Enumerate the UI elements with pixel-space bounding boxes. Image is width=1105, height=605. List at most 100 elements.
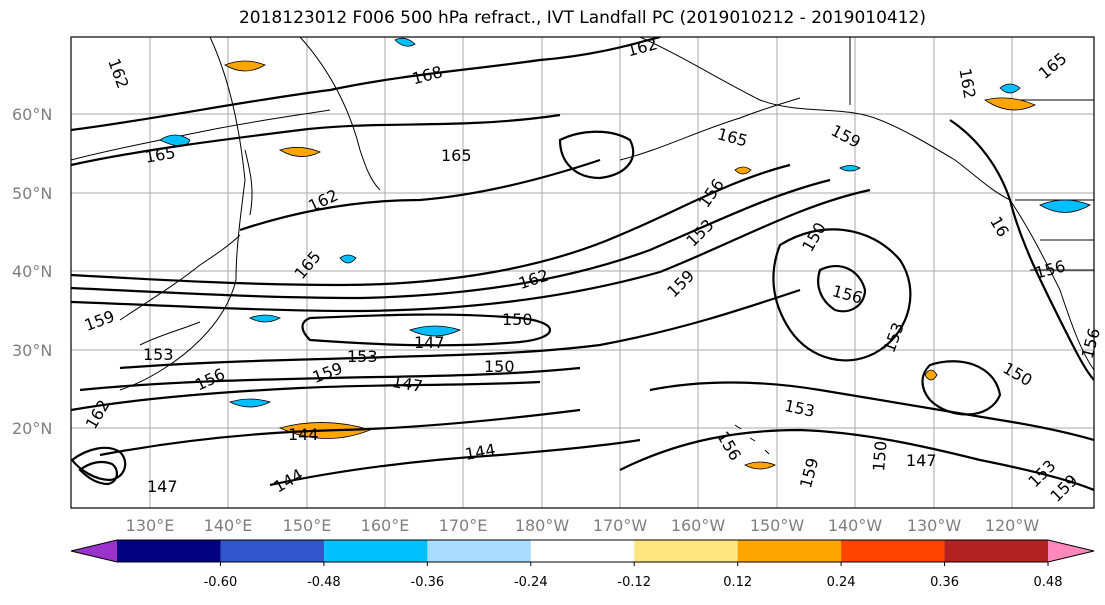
contour-line — [71, 163, 791, 287]
north-america-coast — [1009, 199, 1094, 371]
longitude-label: 150°E — [283, 516, 332, 535]
colorbar-segment — [117, 540, 221, 562]
contour-line — [817, 265, 867, 313]
contour-line — [772, 228, 912, 362]
contour-label: 153 — [347, 347, 378, 366]
latitude-label: 30°N — [12, 341, 52, 360]
shade-patch — [159, 134, 191, 147]
colorbar-tick-label: 0.48 — [1034, 575, 1063, 590]
contour-label: 147 — [147, 477, 178, 496]
shade-patch — [279, 147, 321, 157]
latitude-label: 40°N — [12, 262, 52, 281]
colorbar-tick-label: 0.12 — [723, 575, 752, 590]
longitude-label: 140°W — [828, 516, 883, 535]
contour-line — [71, 37, 661, 132]
latitude-label: 60°N — [12, 105, 52, 124]
contour-line — [269, 438, 641, 487]
contour-line — [949, 119, 1094, 381]
map-panel: 162 168 162 162 165 165 165 165 162 165 … — [70, 34, 1104, 509]
map-frame — [70, 36, 1095, 509]
latitude-labels: 60°N 50°N 40°N 30°N 20°N — [12, 105, 52, 438]
hawaii-islands — [734, 424, 770, 455]
longitude-label: 130°W — [907, 516, 962, 535]
contour-line — [619, 428, 1094, 492]
aleutian-islands — [619, 97, 801, 161]
contour-line — [558, 130, 635, 180]
colorbar-segment — [427, 540, 532, 562]
colorbar-tick-label: -0.12 — [617, 575, 651, 590]
latitude-label: 20°N — [12, 419, 52, 438]
refractivity-contours — [71, 37, 1094, 492]
longitude-label: 160°E — [361, 516, 410, 535]
colorbar-tick-label: -0.24 — [514, 575, 548, 590]
contour-line — [301, 313, 552, 347]
colorbar-tick-labels: -0.60 -0.48 -0.36 -0.24 -0.12 0.12 0.24 0.36 0.4… — [204, 562, 1063, 590]
contour-line — [71, 113, 561, 167]
shade-patch — [744, 461, 776, 470]
colorbar-segment — [530, 540, 635, 562]
contour-line — [71, 380, 541, 412]
colorbar-segment — [323, 540, 428, 562]
shade-patch — [734, 166, 752, 175]
contour-line — [79, 366, 581, 392]
colorbar-segment — [634, 540, 739, 562]
shade-patch — [999, 83, 1021, 94]
longitude-label: 140°E — [204, 516, 253, 535]
contour-line — [649, 381, 1094, 442]
shade-patch — [839, 165, 861, 172]
coastlines — [71, 37, 1094, 455]
sakhalin-coast — [244, 149, 253, 216]
colorbar-tick-label: -0.48 — [307, 575, 341, 590]
shade-patch — [224, 60, 266, 72]
siberia-coast — [71, 109, 331, 161]
shade-patch — [984, 97, 1036, 111]
contour-label: 153 — [143, 345, 174, 364]
kamchatka-coast — [299, 37, 381, 191]
colorbar-segment — [944, 540, 1049, 562]
colorbar-extend-min — [71, 540, 117, 562]
contour-line — [119, 288, 801, 370]
longitude-label: 170°E — [439, 516, 488, 535]
shade-patch — [924, 369, 938, 381]
map-title: 2018123012 F006 500 hPa refract., IVT La… — [238, 8, 926, 28]
contour-line — [71, 446, 127, 482]
shade-patch — [408, 325, 462, 337]
longitude-label: 170°W — [593, 516, 648, 535]
map-background — [71, 37, 1094, 508]
contour-label: 150 — [484, 357, 515, 376]
shade-patch — [1039, 199, 1091, 213]
colorbar-tick-label: 0.36 — [930, 575, 959, 590]
contour-label: 150 — [502, 310, 533, 329]
colorbar-segment — [737, 540, 842, 562]
contour-label: 147 — [414, 333, 445, 352]
colorbar-extend-max — [1048, 540, 1094, 562]
colorbar-tick-label: -0.60 — [204, 575, 238, 590]
contour-line — [99, 408, 581, 457]
colorbar-segment — [220, 540, 325, 562]
longitude-label: 130°E — [126, 516, 175, 535]
colorbar-tick-label: 0.24 — [827, 575, 856, 590]
longitude-labels: 130°E 140°E 150°E 160°E 170°E 180°W 170°W 160°W… — [126, 516, 1040, 535]
contour-label: 150 — [869, 440, 891, 472]
colorbar-segment — [841, 540, 946, 562]
canada-border — [849, 37, 1094, 271]
longitude-label: 150°W — [750, 516, 805, 535]
alaska-coast — [639, 37, 1011, 201]
contour-label: 165 — [441, 146, 472, 165]
longitude-label: 160°W — [671, 516, 726, 535]
latitude-label: 50°N — [12, 184, 52, 203]
contour-line — [71, 188, 871, 313]
asia-coast — [119, 37, 246, 391]
colorbar-tick-label: -0.36 — [411, 575, 445, 590]
contour-label: 147 — [906, 451, 937, 470]
shade-patch — [394, 37, 416, 47]
contour-line — [921, 360, 1002, 416]
colorbar-outline — [70, 539, 1095, 563]
contour-line — [78, 460, 118, 486]
longitude-label: 120°W — [985, 516, 1040, 535]
colorbar — [70, 539, 1095, 563]
contour-line — [239, 158, 601, 232]
longitude-label: 180°W — [515, 516, 570, 535]
shade-patch — [228, 398, 272, 408]
